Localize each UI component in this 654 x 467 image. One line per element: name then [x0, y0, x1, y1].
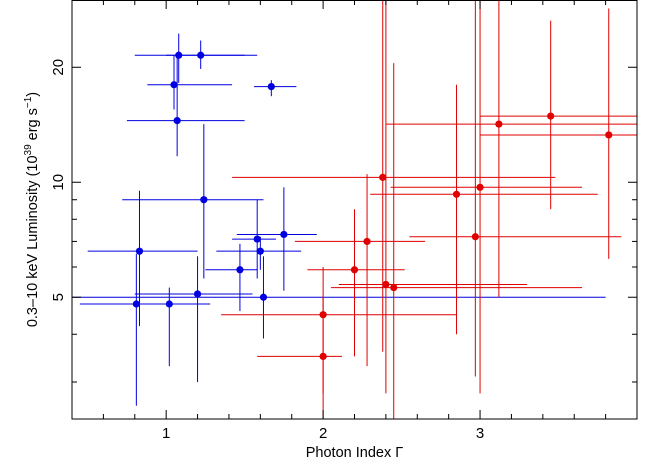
data-point-group [72, 256, 606, 339]
data-point-group [79, 253, 198, 406]
y-axis-title-main: 0.3–10 keV Luminosity (10 [25, 155, 41, 327]
data-point [319, 352, 327, 361]
data-series [221, 0, 637, 419]
y-tick-label: 5 [50, 293, 67, 301]
data-point [605, 131, 613, 139]
data-point [236, 266, 244, 274]
data-point-group [409, 0, 622, 377]
y-axis-title: 0.3–10 keV Luminosity (1039 erg s−1) [23, 92, 41, 327]
data-point [256, 247, 264, 255]
x-tick-label: 1 [162, 425, 170, 442]
data-point-group [338, 0, 528, 394]
y-axis-title-unit: erg s [25, 108, 41, 144]
data-point-group [257, 297, 342, 419]
data-point [379, 173, 387, 181]
data-point [390, 283, 398, 292]
axis-tick-labels: 1 2 3 5 10 20 [50, 59, 484, 442]
data-point [382, 280, 390, 289]
data-point-group [87, 190, 198, 327]
data-point-group [480, 8, 637, 259]
data-point [471, 233, 479, 241]
data-point [135, 247, 144, 255]
axis-ticks [72, 0, 637, 419]
y-axis-title-unit-exp: −1 [23, 96, 34, 108]
x-tick-label: 2 [319, 425, 327, 442]
data-point [197, 51, 205, 59]
y-tick-label: 10 [50, 174, 67, 191]
data-point [253, 235, 261, 243]
data-point-group [134, 256, 253, 382]
data-point [173, 117, 181, 125]
y-tick-label: 20 [50, 59, 67, 76]
data-point-group [147, 287, 211, 367]
x-axis-title: Photon Index Γ [306, 445, 403, 461]
data-point [280, 230, 288, 239]
y-axis-title-close: ) [25, 92, 41, 97]
data-point [193, 290, 202, 298]
data-point [165, 300, 173, 308]
data-point [476, 183, 484, 191]
data-point [363, 237, 371, 246]
data-point [495, 120, 503, 128]
data-point [452, 190, 461, 198]
data-point-group [232, 199, 277, 279]
data-point [547, 112, 555, 120]
data-point-group [205, 243, 258, 312]
data-point [132, 300, 140, 308]
data-point-group [307, 209, 405, 357]
data-point-group [166, 40, 245, 69]
y-axis-title-exp: 39 [23, 144, 34, 156]
plot-content [72, 0, 637, 419]
data-point-group [370, 84, 598, 335]
data-point [259, 293, 268, 301]
data-point [170, 81, 178, 89]
data-point [350, 266, 359, 274]
data-point-group [236, 187, 317, 291]
data-point-group [147, 55, 233, 110]
data-point-group [126, 55, 245, 157]
data-point-group [294, 174, 426, 367]
data-point-group [221, 266, 457, 394]
data-point-group [390, 0, 583, 394]
data-point-group [480, 20, 637, 210]
data-point-group [122, 124, 264, 279]
data-point-group [134, 33, 258, 83]
data-point-group [385, 0, 637, 298]
data-point [200, 196, 208, 204]
data-point [267, 82, 275, 91]
data-point-group [216, 236, 302, 270]
data-point-group [254, 80, 297, 97]
x-tick-label: 3 [476, 425, 484, 442]
data-series [72, 33, 606, 406]
